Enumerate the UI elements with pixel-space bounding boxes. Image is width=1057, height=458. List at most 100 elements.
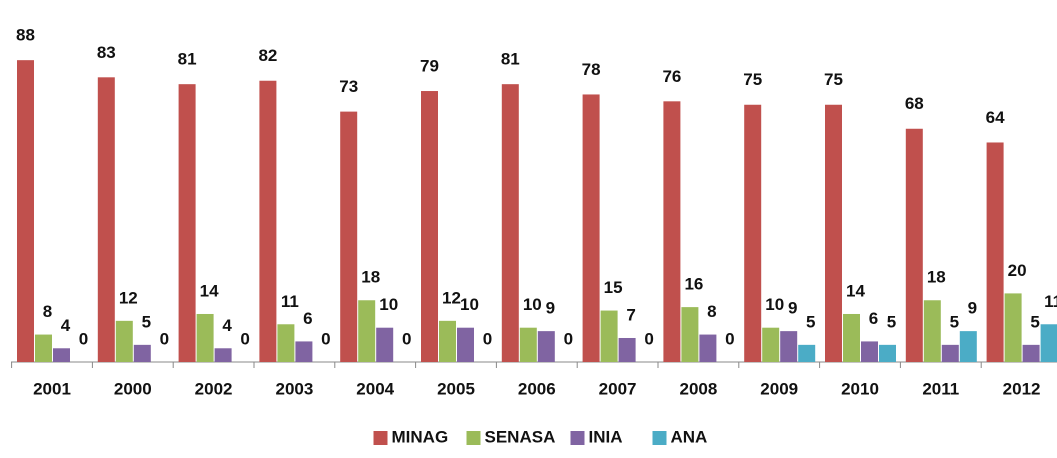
value-label: 0: [725, 329, 734, 348]
value-label: 0: [402, 329, 411, 348]
value-label: 10: [460, 295, 479, 314]
bar: [421, 91, 438, 362]
value-label: 8: [707, 302, 716, 321]
value-label: 5: [806, 312, 815, 331]
bar: [519, 327, 537, 362]
value-label: 9: [788, 299, 797, 318]
value-label: 0: [644, 329, 653, 348]
bar: [780, 331, 798, 362]
value-label: 81: [501, 50, 520, 69]
bar: [941, 344, 959, 362]
value-label: 18: [361, 268, 380, 287]
x-tick-label: 2006: [518, 379, 556, 398]
value-label: 64: [986, 108, 1005, 127]
legend-label: INIA: [589, 427, 623, 446]
x-tick-label: 2004: [356, 379, 394, 398]
bar: [825, 104, 842, 362]
bar: [582, 94, 600, 363]
bar: [97, 77, 115, 362]
value-label: 11: [281, 292, 299, 311]
bar: [1040, 324, 1057, 362]
value-label: 7: [626, 305, 635, 324]
bar: [133, 344, 151, 362]
value-label: 16: [684, 275, 703, 294]
bar: [376, 327, 394, 362]
bar: [1022, 344, 1040, 362]
bar: [214, 348, 232, 362]
value-label: 4: [61, 316, 71, 335]
bar: [358, 300, 376, 362]
value-label: 5: [950, 312, 959, 331]
value-label: 0: [160, 329, 169, 348]
legend-label: MINAG: [392, 427, 449, 446]
bar: [762, 327, 780, 362]
value-label: 11: [1044, 292, 1057, 311]
legend-swatch: [373, 431, 388, 445]
value-label: 79: [420, 57, 439, 76]
bar: [986, 142, 1004, 362]
x-tick-label: 2010: [841, 379, 879, 398]
value-label: 9: [546, 299, 555, 318]
bar: [35, 334, 52, 362]
x-tick-label: 2003: [275, 379, 313, 398]
legend-swatch: [466, 431, 481, 445]
value-label: 81: [178, 50, 197, 69]
value-label: 0: [240, 329, 249, 348]
x-tick-label: 2012: [1003, 379, 1041, 398]
bar: [663, 101, 681, 362]
value-label: 75: [743, 70, 762, 89]
bar: [537, 331, 555, 362]
bar: [905, 128, 923, 362]
value-label: 76: [662, 67, 681, 86]
value-label: 14: [846, 281, 865, 300]
value-label: 5: [142, 312, 151, 331]
value-label: 6: [869, 309, 878, 328]
value-label: 5: [1030, 312, 1039, 331]
bar: [744, 104, 762, 362]
bar: [115, 320, 133, 362]
bar: [600, 310, 618, 362]
bar: [439, 320, 456, 362]
value-label: 4: [222, 316, 232, 335]
legend-label: SENASA: [485, 427, 556, 446]
bar: [259, 80, 277, 363]
value-label: 88: [16, 26, 35, 45]
bar: [1004, 293, 1022, 362]
value-label: 12: [442, 288, 461, 307]
value-label: 6: [303, 309, 312, 328]
bar: [959, 331, 977, 362]
bar: [879, 344, 896, 362]
x-tick-label: 2011: [922, 379, 959, 398]
value-label: 0: [79, 329, 88, 348]
value-label: 0: [321, 329, 330, 348]
bar: [843, 313, 860, 362]
bar: [457, 327, 474, 362]
bar: [699, 334, 717, 362]
legend-swatch: [652, 431, 667, 445]
bar: [798, 344, 816, 362]
bar: [501, 84, 519, 363]
bar: [618, 337, 636, 362]
value-label: 5: [887, 312, 896, 331]
value-label: 73: [339, 77, 358, 96]
x-tick-label: 2005: [437, 379, 475, 398]
bar: [17, 60, 34, 362]
value-label: 83: [97, 43, 116, 62]
value-label: 20: [1008, 261, 1027, 280]
bar: [178, 84, 196, 363]
x-tick-label: 2009: [760, 379, 798, 398]
bar: [277, 324, 295, 362]
x-tick-label: 2001: [33, 379, 71, 398]
x-tick-label: 2007: [599, 379, 637, 398]
value-label: 82: [258, 46, 277, 65]
bar: [340, 111, 358, 362]
legend-swatch: [570, 431, 585, 445]
value-label: 14: [200, 281, 219, 300]
value-label: 15: [604, 278, 623, 297]
value-label: 12: [119, 288, 138, 307]
value-label: 78: [582, 60, 601, 79]
value-label: 10: [765, 295, 784, 314]
value-label: 0: [564, 329, 573, 348]
x-tick-label: 2000: [114, 379, 152, 398]
